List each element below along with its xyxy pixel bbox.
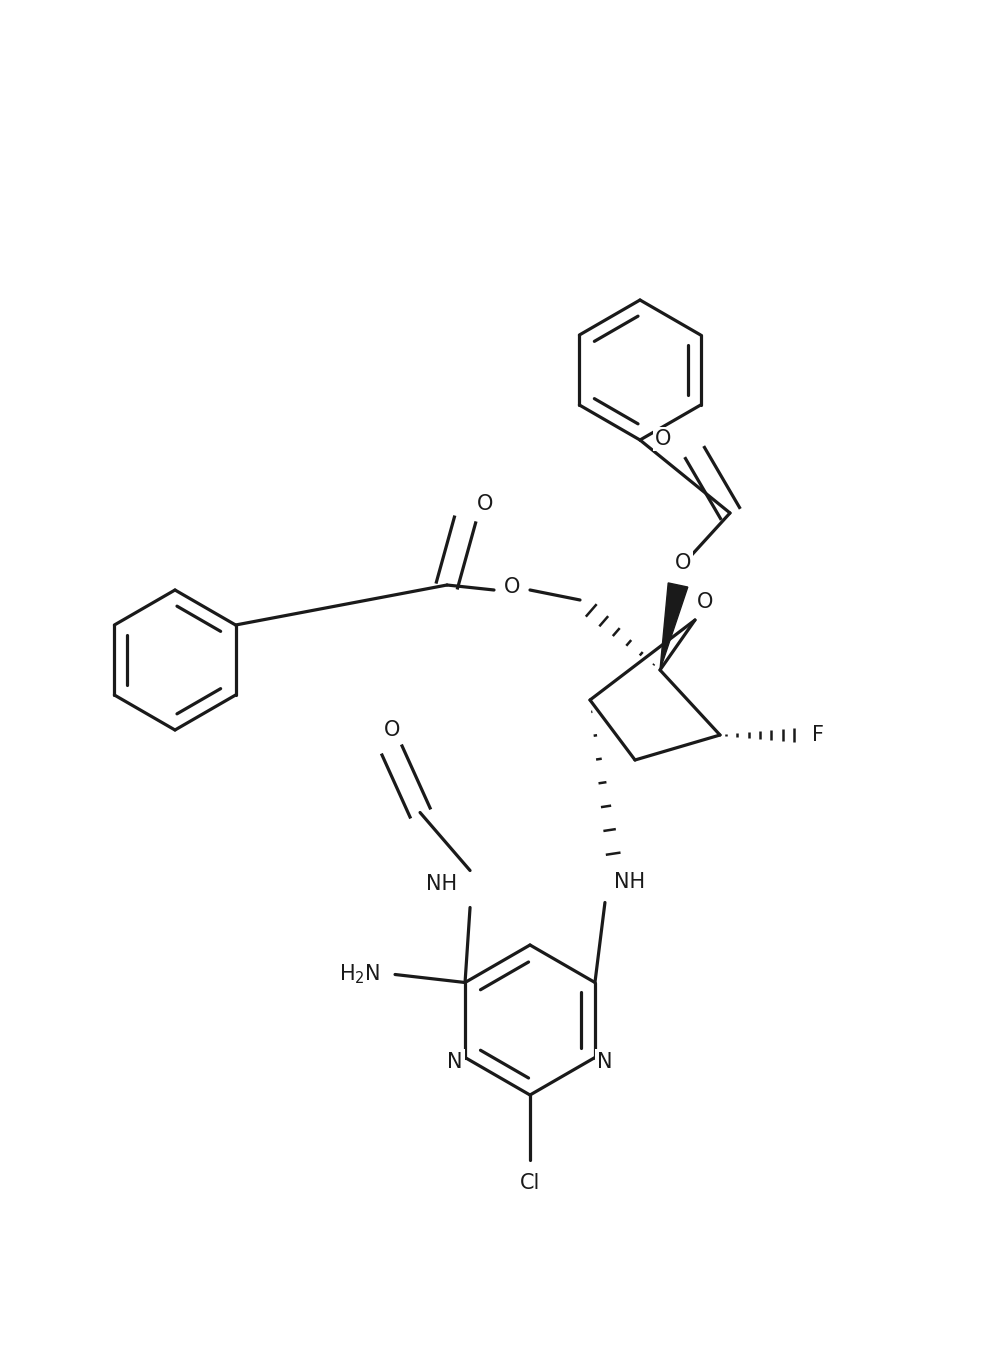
Text: H$_2$N: H$_2$N: [339, 963, 381, 987]
Text: NH: NH: [426, 875, 457, 895]
Text: O: O: [476, 494, 493, 514]
Text: NH: NH: [614, 872, 645, 892]
Text: F: F: [812, 725, 824, 745]
Text: N: N: [596, 1052, 612, 1072]
Text: O: O: [384, 721, 400, 741]
Polygon shape: [659, 583, 687, 670]
Text: O: O: [503, 576, 520, 597]
Text: Cl: Cl: [519, 1173, 540, 1193]
Text: O: O: [696, 593, 712, 612]
Text: O: O: [674, 554, 690, 572]
Text: O: O: [654, 429, 670, 450]
Text: N: N: [447, 1052, 462, 1072]
